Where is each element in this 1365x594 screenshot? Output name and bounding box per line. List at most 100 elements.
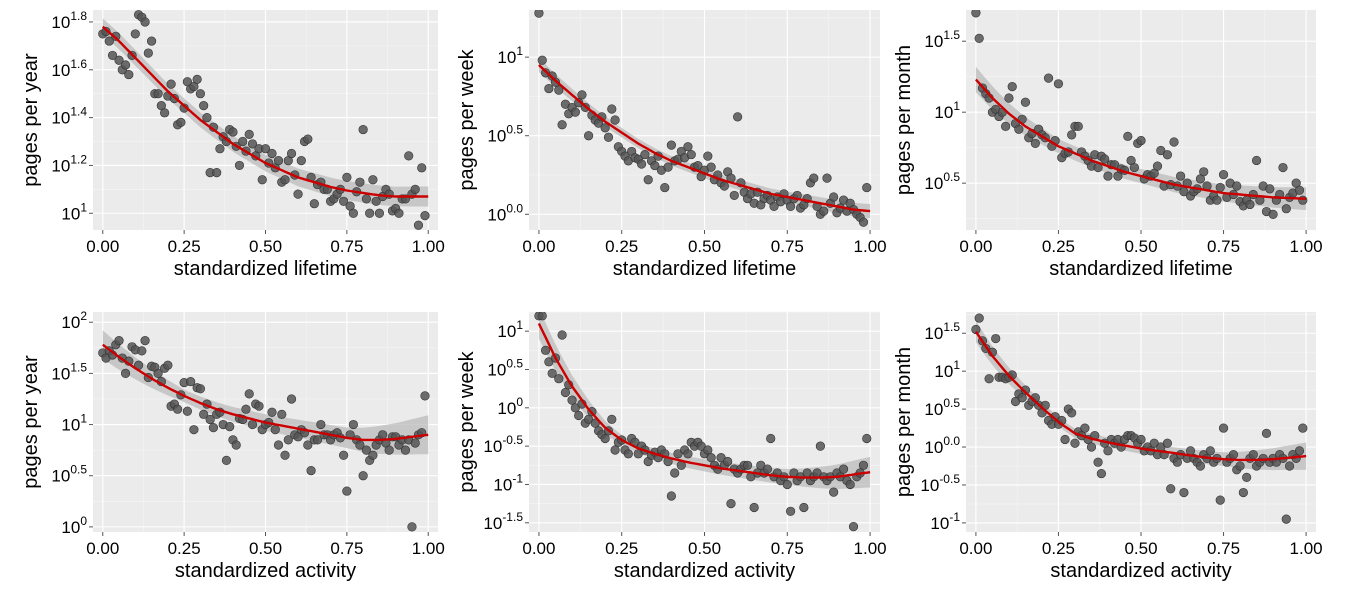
y-tick-base: 10 xyxy=(497,399,516,418)
data-point xyxy=(280,175,290,185)
y-tick-base: 10 xyxy=(51,109,70,128)
x-axis-label: standardized lifetime xyxy=(613,258,796,280)
data-point xyxy=(1284,461,1295,471)
data-point xyxy=(368,450,378,460)
data-point xyxy=(623,449,633,459)
data-point xyxy=(1004,93,1014,103)
data-point xyxy=(766,433,776,444)
data-point xyxy=(799,502,809,513)
data-point xyxy=(1162,438,1173,448)
x-tick-label: 0.25 xyxy=(605,237,638,256)
y-tick-base: 10 xyxy=(51,156,70,175)
data-point xyxy=(723,456,733,467)
data-point xyxy=(120,60,131,70)
y-tick-base: 10 xyxy=(487,127,506,146)
plot-area xyxy=(98,330,430,532)
plot-area xyxy=(534,312,872,532)
data-point xyxy=(280,450,290,460)
data-point xyxy=(195,89,206,99)
data-point xyxy=(1218,423,1229,433)
data-point xyxy=(1251,155,1262,166)
data-point xyxy=(228,127,238,137)
data-point xyxy=(358,124,368,135)
data-point xyxy=(163,360,173,370)
data-point xyxy=(173,404,183,414)
data-point xyxy=(683,449,693,459)
data-point xyxy=(355,440,365,450)
data-point xyxy=(124,69,134,80)
x-tick-label: 0.50 xyxy=(1124,539,1157,558)
y-tick-exponent: -1 xyxy=(512,471,523,485)
data-point xyxy=(166,79,176,89)
data-point xyxy=(540,345,551,355)
data-point xyxy=(1166,484,1176,494)
data-point xyxy=(666,491,676,501)
y-tick-base: 10 xyxy=(61,518,80,537)
y-tick-label: 102 xyxy=(61,309,87,332)
x-tick-label: 1.00 xyxy=(854,539,887,558)
data-point xyxy=(1001,121,1011,131)
x-tick-label: 0.00 xyxy=(522,237,555,256)
data-point xyxy=(577,90,587,100)
data-point xyxy=(137,346,147,356)
data-point xyxy=(703,151,713,161)
y-tick-exponent: -0.5 xyxy=(939,472,960,486)
data-point xyxy=(189,425,199,435)
y-tick-exponent: 1 xyxy=(80,200,87,214)
y-tick-base: 10 xyxy=(61,313,80,332)
data-point xyxy=(143,48,153,58)
data-point xyxy=(374,208,385,218)
data-point xyxy=(176,117,186,127)
y-tick-label: 101.8 xyxy=(51,9,87,32)
data-point xyxy=(607,414,617,424)
data-point xyxy=(1060,434,1070,445)
y-tick-base: 10 xyxy=(51,13,70,32)
y-tick-label: 101.6 xyxy=(51,57,87,80)
data-point xyxy=(244,389,254,399)
x-tick-label: 0.75 xyxy=(771,539,804,558)
data-point xyxy=(1017,393,1027,403)
data-point xyxy=(407,522,417,532)
data-point xyxy=(1093,457,1103,467)
data-point xyxy=(247,419,258,430)
data-point xyxy=(111,31,121,41)
data-point xyxy=(570,107,580,117)
data-point xyxy=(1169,137,1179,147)
data-point xyxy=(1030,138,1040,149)
chart-panel-3: 0.00 0.25 0.50 0.75 1.00100.5101101.5standar… xyxy=(893,10,1323,280)
data-point xyxy=(231,440,241,450)
data-point xyxy=(420,391,430,401)
data-point xyxy=(534,10,544,18)
y-tick-base: 10 xyxy=(51,467,70,486)
data-point xyxy=(244,129,254,139)
data-point xyxy=(1162,150,1173,160)
x-tick-label: 0.50 xyxy=(249,539,282,558)
data-point xyxy=(114,336,124,346)
data-point xyxy=(404,151,414,161)
data-point xyxy=(1281,514,1291,524)
data-point xyxy=(1070,438,1080,448)
data-point xyxy=(1298,195,1308,205)
y-tick-exponent: 0.0 xyxy=(943,434,960,448)
chart-panel-6: 0.00 0.25 0.50 0.75 1.0010-110-0.5100.0100.5… xyxy=(893,312,1323,582)
data-point xyxy=(974,313,984,323)
data-point xyxy=(1103,171,1113,181)
data-point xyxy=(140,336,150,346)
data-point xyxy=(815,441,825,451)
data-point xyxy=(719,181,729,191)
data-point xyxy=(1136,434,1146,445)
data-point xyxy=(267,407,277,417)
data-point xyxy=(283,435,293,445)
data-point xyxy=(342,172,352,182)
data-point xyxy=(107,50,118,61)
data-point xyxy=(270,425,280,435)
y-tick-exponent: 0.5 xyxy=(943,396,960,410)
y-tick-base: 10 xyxy=(924,438,943,457)
data-point xyxy=(1195,461,1206,471)
x-tick-label: 0.75 xyxy=(1207,237,1240,256)
data-point xyxy=(101,26,111,37)
y-tick-base: 10 xyxy=(51,364,70,383)
data-point xyxy=(1179,487,1189,498)
y-tick-label: 100.0 xyxy=(924,434,960,457)
data-point xyxy=(1205,446,1215,456)
